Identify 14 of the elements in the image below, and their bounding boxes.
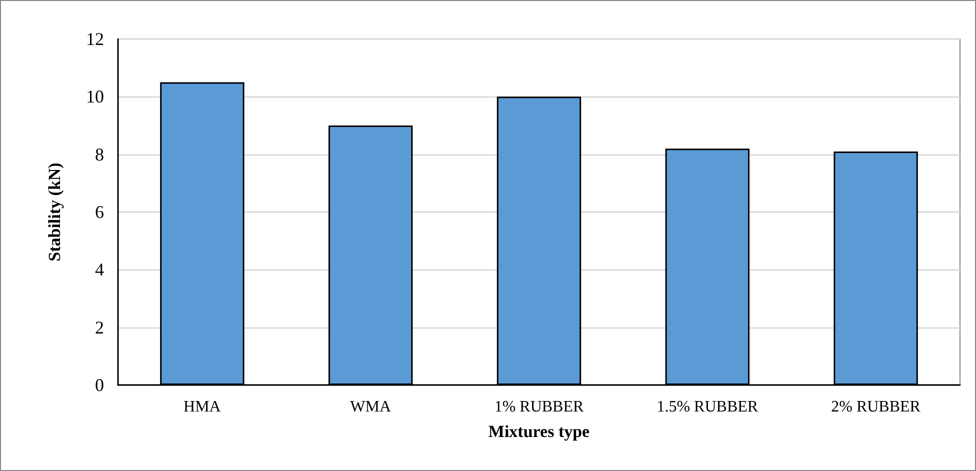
y-tick-label: 8 — [95, 144, 104, 164]
y-tick-label: 4 — [95, 260, 104, 280]
x-axis-title: Mixtures type — [488, 422, 590, 441]
x-tick-label: HMA — [184, 398, 222, 416]
y-axis-title: Stability (kN) — [45, 162, 64, 262]
x-tick-label: WMA — [350, 398, 392, 416]
y-tick-label: 0 — [95, 375, 104, 395]
x-tick-label: 1.5% RUBBER — [656, 398, 758, 416]
x-tick-label: 1% RUBBER — [494, 398, 584, 416]
y-tick-label: 2 — [95, 317, 104, 338]
x-tick-label: 2% RUBBER — [831, 398, 921, 416]
y-tick-label: 10 — [86, 86, 104, 107]
y-tick-label: 12 — [86, 29, 104, 49]
y-tick-label: 6 — [95, 202, 104, 222]
